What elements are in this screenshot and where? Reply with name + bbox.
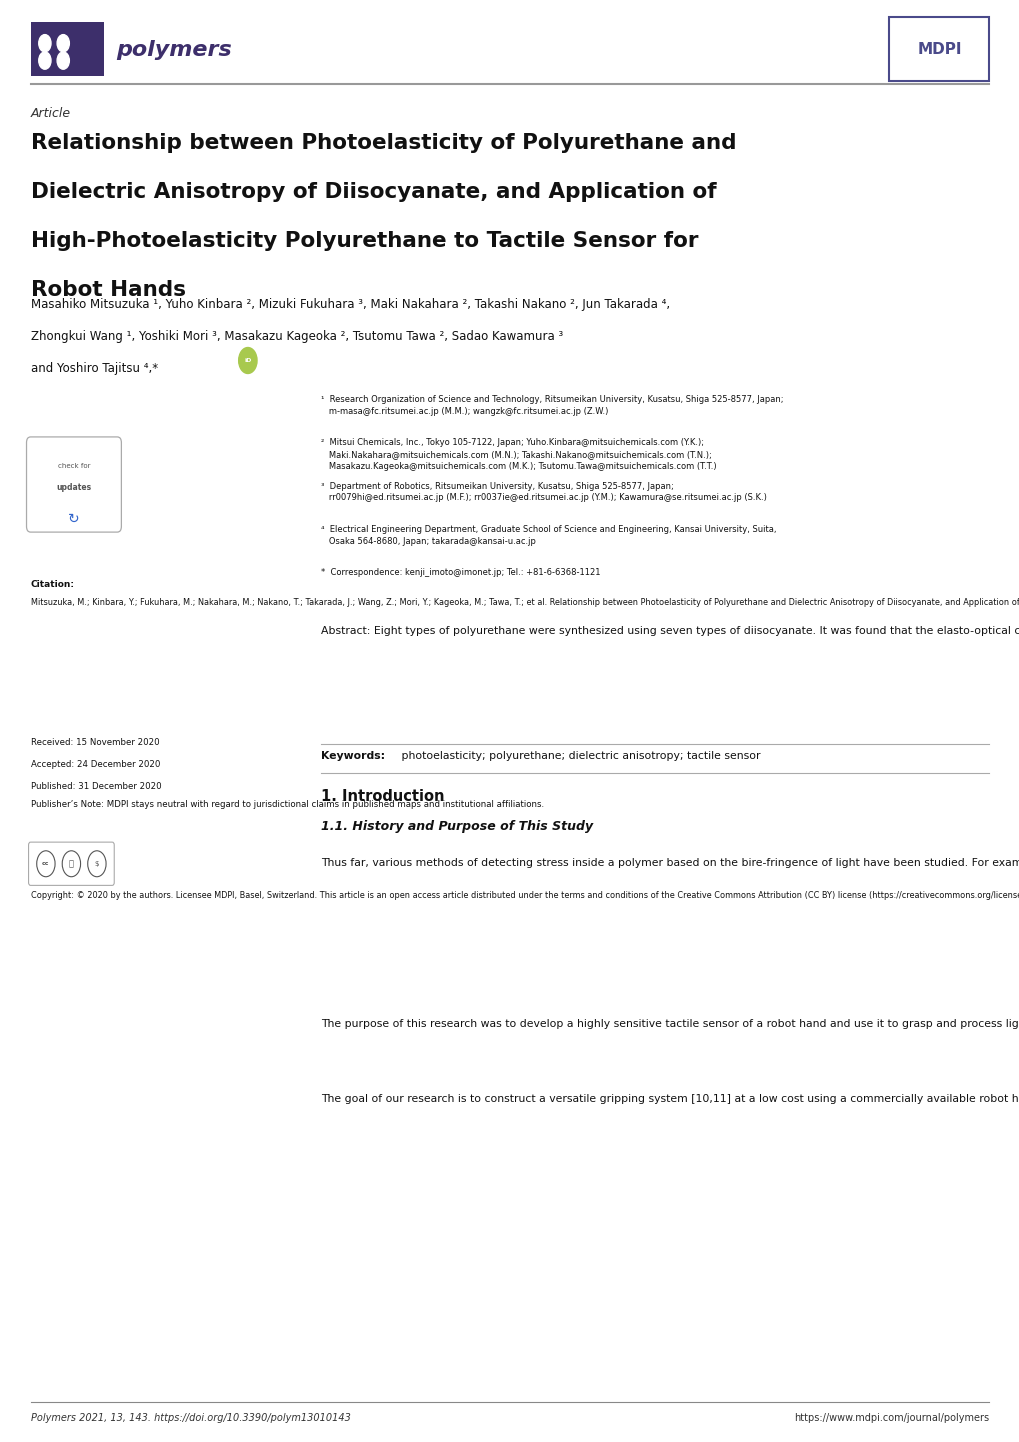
FancyBboxPatch shape (31, 22, 104, 76)
Text: check for: check for (58, 463, 90, 469)
Text: 1. Introduction: 1. Introduction (321, 789, 444, 803)
Text: High-Photoelasticity Polyurethane to Tactile Sensor for: High-Photoelasticity Polyurethane to Tac… (31, 231, 697, 251)
FancyBboxPatch shape (29, 842, 114, 885)
Text: photoelasticity; polyurethane; dielectric anisotropy; tactile sensor: photoelasticity; polyurethane; dielectri… (397, 751, 759, 760)
Text: Published: 31 December 2020: Published: 31 December 2020 (31, 782, 161, 790)
Text: ⁴  Electrical Engineering Department, Graduate School of Science and Engineering: ⁴ Electrical Engineering Department, Gra… (321, 525, 776, 545)
Text: Dielectric Anisotropy of Diisocyanate, and Application of: Dielectric Anisotropy of Diisocyanate, a… (31, 182, 715, 202)
Text: iD: iD (244, 358, 252, 363)
Circle shape (238, 348, 257, 373)
Text: ²  Mitsui Chemicals, Inc., Tokyo 105-7122, Japan; Yuho.Kinbara@mitsuichemicals.c: ² Mitsui Chemicals, Inc., Tokyo 105-7122… (321, 438, 716, 472)
Text: MDPI: MDPI (916, 42, 961, 56)
Text: Accepted: 24 December 2020: Accepted: 24 December 2020 (31, 760, 160, 769)
Text: $: $ (95, 861, 99, 867)
Text: The goal of our research is to construct a versatile gripping system [10,11] at : The goal of our research is to construct… (321, 1094, 1019, 1105)
Text: *  Correspondence: kenji_imoto@imonet.jp; Tel.: +81-6-6368-1121: * Correspondence: kenji_imoto@imonet.jp;… (321, 568, 600, 577)
Text: Citation:: Citation: (31, 580, 74, 588)
Text: ³  Department of Robotics, Ritsumeikan University, Kusatsu, Shiga 525-8577, Japa: ³ Department of Robotics, Ritsumeikan Un… (321, 482, 766, 502)
Text: and Yoshiro Tajitsu ⁴,*: and Yoshiro Tajitsu ⁴,* (31, 362, 158, 375)
Text: Copyright: © 2020 by the authors. Licensee MDPI, Basel, Switzerland. This articl: Copyright: © 2020 by the authors. Licens… (31, 891, 1019, 900)
Text: Received: 15 November 2020: Received: 15 November 2020 (31, 738, 159, 747)
Text: Mitsuzuka, M.; Kinbara, Y.; Fukuhara, M.; Nakahara, M.; Nakano, T.; Takarada, J.: Mitsuzuka, M.; Kinbara, Y.; Fukuhara, M.… (31, 598, 1019, 607)
Text: Zhongkui Wang ¹, Yoshiki Mori ³, Masakazu Kageoka ², Tsutomu Tawa ², Sadao Kawam: Zhongkui Wang ¹, Yoshiki Mori ³, Masakaz… (31, 330, 562, 343)
Text: ¹  Research Organization of Science and Technology, Ritsumeikan University, Kusa: ¹ Research Organization of Science and T… (321, 395, 783, 415)
Text: Polymers 2021, 13, 143. https://doi.org/10.3390/polym13010143: Polymers 2021, 13, 143. https://doi.org/… (31, 1413, 351, 1423)
Text: Robot Hands: Robot Hands (31, 280, 185, 300)
FancyBboxPatch shape (26, 437, 121, 532)
Text: Masahiko Mitsuzuka ¹, Yuho Kinbara ², Mizuki Fukuhara ³, Maki Nakahara ², Takash: Masahiko Mitsuzuka ¹, Yuho Kinbara ², Mi… (31, 298, 669, 311)
Text: Abstract: Eight types of polyurethane were synthesized using seven types of diis: Abstract: Eight types of polyurethane we… (321, 626, 1019, 636)
Text: polymers: polymers (116, 40, 231, 61)
Text: 1.1. History and Purpose of This Study: 1.1. History and Purpose of This Study (321, 820, 593, 833)
Circle shape (39, 35, 51, 52)
Text: ⌕: ⌕ (69, 859, 73, 868)
Text: Publisher’s Note: MDPI stays neutral with regard to jurisdictional claims in pub: Publisher’s Note: MDPI stays neutral wit… (31, 800, 543, 809)
FancyBboxPatch shape (889, 17, 988, 81)
Circle shape (57, 52, 69, 69)
Text: Keywords:: Keywords: (321, 751, 385, 760)
Text: Relationship between Photoelasticity of Polyurethane and: Relationship between Photoelasticity of … (31, 133, 736, 153)
Text: https://www.mdpi.com/journal/polymers: https://www.mdpi.com/journal/polymers (794, 1413, 988, 1423)
Text: updates: updates (56, 483, 92, 492)
Text: ↻: ↻ (68, 512, 79, 526)
Circle shape (57, 35, 69, 52)
Text: Article: Article (31, 107, 70, 120)
Text: Thus far, various methods of detecting stress inside a polymer based on the bire: Thus far, various methods of detecting s… (321, 858, 1019, 868)
Circle shape (39, 52, 51, 69)
Text: The purpose of this research was to develop a highly sensitive tactile sensor of: The purpose of this research was to deve… (321, 1019, 1019, 1030)
Text: cc: cc (42, 861, 50, 867)
